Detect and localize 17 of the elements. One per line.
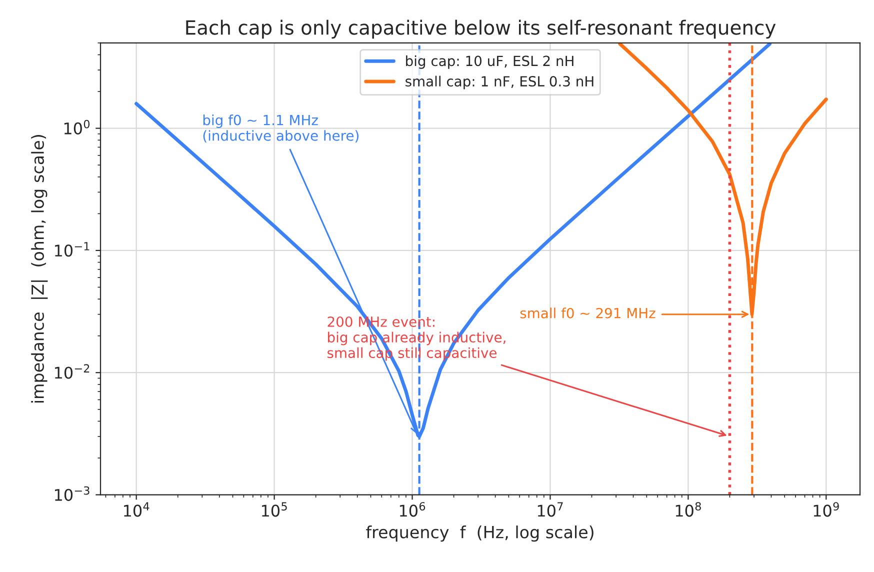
x-tick-label: 10$^{6}$ xyxy=(400,502,426,517)
x-tick-label: 10$^{7}$ xyxy=(538,502,563,517)
y-tick-label: 10$^{−3}$ xyxy=(55,486,90,501)
chart-title: Each cap is only capacitive below its self-resonant frequency xyxy=(186,20,776,39)
y-tick-label: 10$^{−1}$ xyxy=(55,242,90,257)
annotation: small f0 ~ 291 MHz xyxy=(520,308,656,318)
x-axis-title: frequency f (Hz, log scale) xyxy=(366,526,594,542)
x-tick-label: 10$^{8}$ xyxy=(676,502,701,517)
x-tick-label: 10$^{5}$ xyxy=(262,502,287,517)
legend-label: small cap: 1 nF, ESL 0.3 nH xyxy=(406,76,594,90)
y-axis-title: impedance |Z| (ohm, log scale) xyxy=(31,134,48,403)
x-tick-label: 10$^{4}$ xyxy=(124,502,150,517)
y-tick-label: 10$^{−2}$ xyxy=(55,364,90,379)
y-tick-label: 10$^{0}$ xyxy=(64,120,90,134)
x-tick-label: 10$^{9}$ xyxy=(814,502,839,517)
annotation: big f0 ~ 1.1 MHz (inductive above here) xyxy=(203,114,358,142)
legend-label: big cap: 10 uF, ESL 2 nH xyxy=(406,55,574,69)
